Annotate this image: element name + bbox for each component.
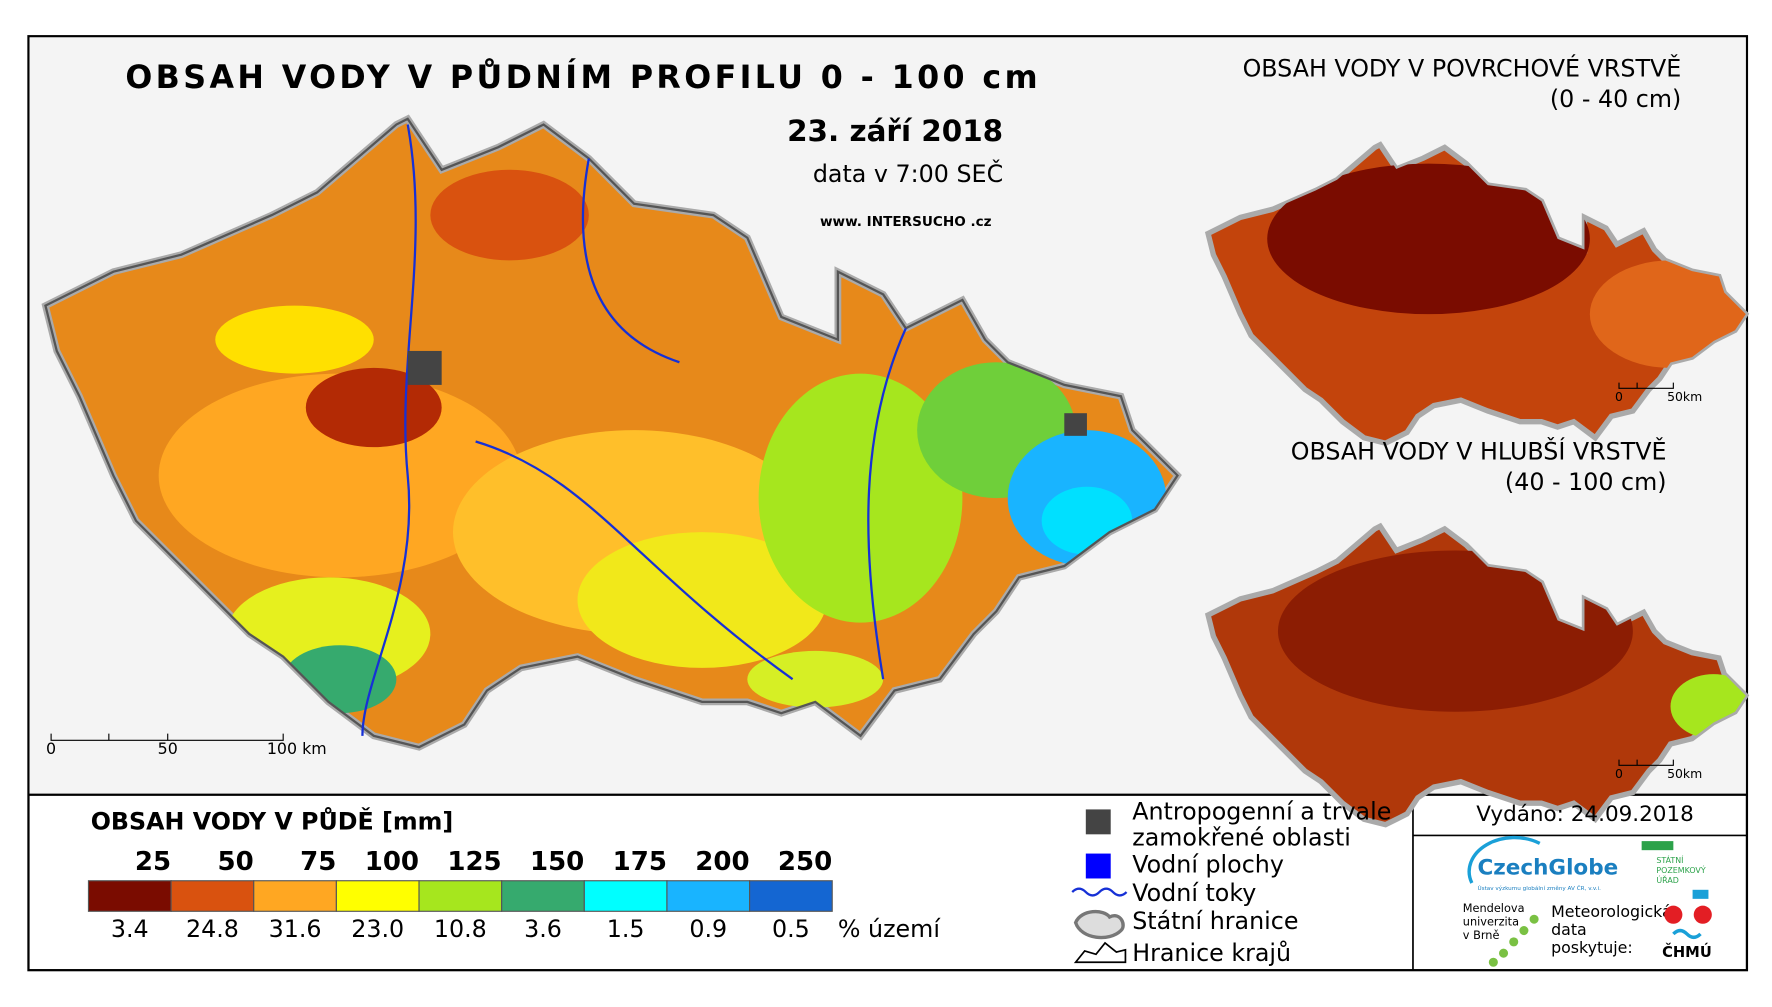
website: www. INTERSUCHO .cz	[820, 214, 992, 230]
symbol-label: Antropogenní a trvale	[1132, 797, 1391, 825]
logo-spu: STÁTNÍ	[1656, 854, 1684, 865]
logo-chmu-mark	[1664, 889, 1712, 940]
symbol-label: Státní hranice	[1132, 907, 1298, 935]
logo-meteo: Meteorologická	[1551, 902, 1672, 921]
scale-bar	[50, 733, 284, 741]
scale-label: 50km	[1667, 766, 1702, 781]
scale-label: 0	[46, 739, 56, 758]
legend-unit: % území	[838, 915, 941, 943]
legend-swatch	[666, 880, 751, 912]
logo-spu-mark	[1641, 841, 1674, 851]
scale-bar	[1618, 759, 1674, 766]
symbol-label: Vodní plochy	[1132, 851, 1284, 879]
symbol-legend	[1071, 809, 1128, 964]
legend-percent: 0.9	[689, 915, 727, 943]
legend-threshold: 125	[447, 847, 501, 877]
legend-swatch	[335, 880, 420, 912]
logo-meteo: poskytuje:	[1551, 938, 1633, 957]
legend-swatch	[253, 880, 337, 912]
scale-bar	[1618, 382, 1674, 389]
logo-mendel: v Brně	[1463, 928, 1500, 942]
legend-swatch	[583, 880, 668, 912]
logo-mendel: univerzita	[1463, 915, 1519, 929]
deep-title: (40 - 100 cm)	[1505, 468, 1667, 496]
legend-swatch	[87, 880, 172, 912]
legend-percent: 0.5	[772, 915, 810, 943]
legend-percent: 23.0	[351, 915, 404, 943]
logo-mendel-dots	[1488, 914, 1539, 967]
logo-mendel: Mendelova	[1463, 901, 1525, 915]
legend-percent: 10.8	[434, 915, 487, 943]
data-time: data v 7:00 SEČ	[813, 160, 1003, 188]
legend-swatch	[501, 880, 585, 912]
surface-title: OBSAH VODY V POVRCHOVÉ VRSTVĚ	[1243, 55, 1682, 83]
legend-threshold: 100	[365, 847, 419, 877]
main-map	[45, 119, 1177, 747]
logo-spu: POZEMKOVÝ	[1656, 864, 1705, 875]
scale-label: 50	[158, 739, 178, 758]
logo-chmu: ČHMÚ	[1662, 943, 1712, 961]
map-title: OBSAH VODY V PŮDNÍM PROFILU 0 - 100 cm	[125, 57, 1041, 96]
logo-meteo: data	[1551, 920, 1587, 939]
scale-label: 100 km	[267, 739, 327, 758]
scale-label: 50km	[1667, 389, 1702, 404]
map-date: 23. září 2018	[787, 114, 1003, 148]
issued-date: Vydáno: 24.09.2018	[1476, 802, 1694, 827]
deep-title: OBSAH VODY V HLUBŠÍ VRSTVĚ	[1291, 437, 1667, 465]
scale-label: 0	[1615, 766, 1623, 781]
legend-percent: 3.4	[111, 915, 149, 943]
scale-label: 0	[1615, 389, 1623, 404]
legend-threshold: 50	[218, 847, 254, 877]
surface-title: (0 - 40 cm)	[1550, 85, 1681, 113]
legend-title: OBSAH VODY V PŮDĚ [mm]	[91, 808, 454, 836]
legend-percent: 3.6	[524, 915, 562, 943]
legend-threshold: 175	[613, 847, 667, 877]
legend-swatch	[749, 880, 833, 912]
logo-czechglobe: CzechGlobe	[1477, 855, 1618, 880]
logo-spu: ÚŘAD	[1656, 874, 1678, 885]
legend-threshold: 75	[300, 847, 336, 877]
symbol-label: zamokřené oblasti	[1132, 823, 1351, 851]
legend-percent: 24.8	[186, 915, 239, 943]
legend-classes: 25 3.4 50 24.8 75 31.6 100 23.0 125 10.8 150 3.6 175…	[87, 847, 833, 943]
legend-threshold: 250	[778, 847, 832, 877]
symbol-label: Hranice krajů	[1132, 939, 1291, 967]
legend-threshold: 25	[135, 847, 171, 877]
legend-percent: 31.6	[269, 915, 322, 943]
surface-map	[1208, 145, 1751, 443]
legend-swatch	[418, 880, 503, 912]
legend-percent: 1.5	[607, 915, 645, 943]
legend-threshold: 150	[530, 847, 584, 877]
legend-threshold: 200	[695, 847, 749, 877]
legend-swatch	[170, 880, 255, 912]
logo-czechglobe-sub: Ústav výzkumu globální změny AV ČR, v.v.…	[1477, 885, 1601, 892]
logo-arc	[1467, 835, 1541, 884]
symbol-label: Vodní toky	[1132, 879, 1256, 907]
